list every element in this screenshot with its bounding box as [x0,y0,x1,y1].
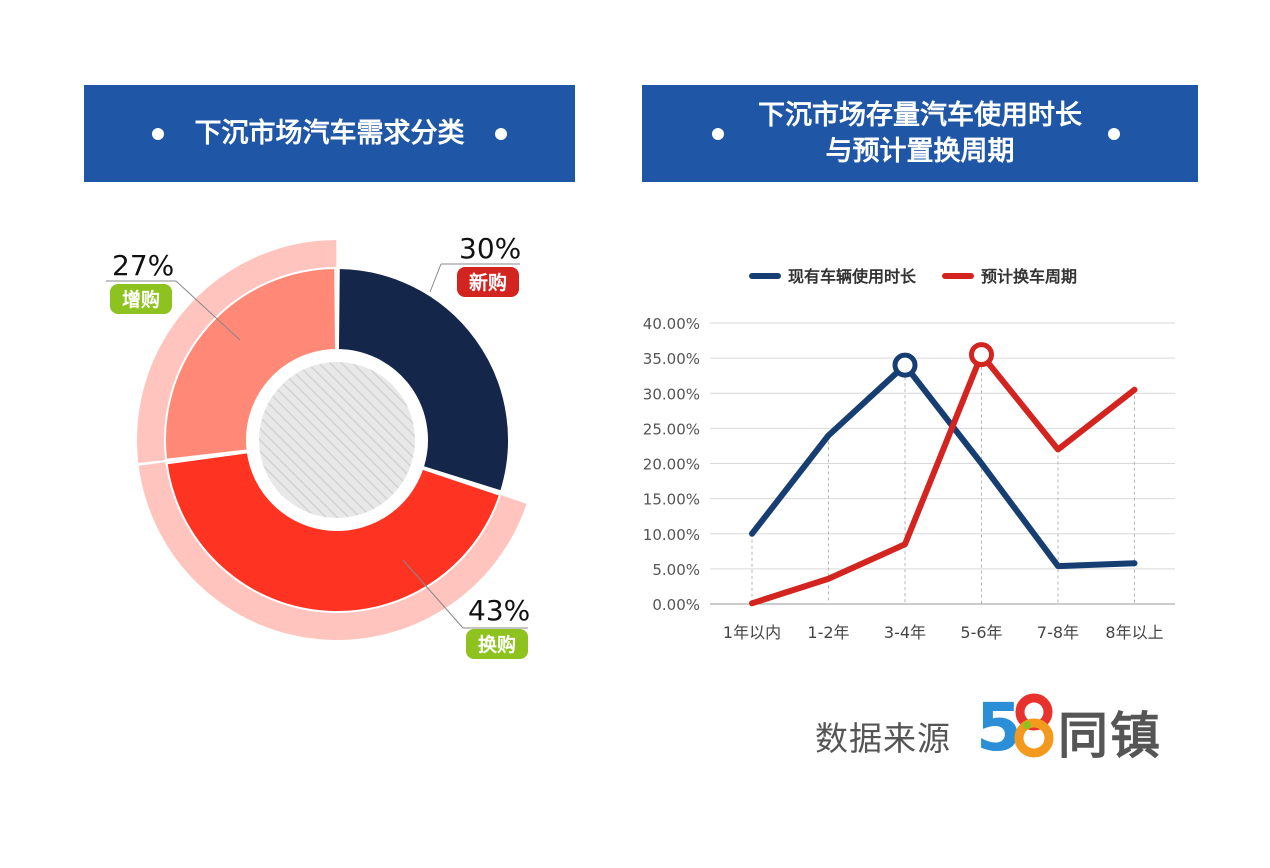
x-tick-label: 1年以内 [723,623,781,642]
right-panel-title: 下沉市场存量汽车使用时长 与预计置换周期 [758,98,1082,170]
data-point [1133,388,1136,391]
slice-badge-label: 增购 [122,288,160,311]
left-title-banner: 下沉市场汽车需求分类 [84,85,575,182]
slice-badge [466,629,528,659]
slice-badge [110,284,172,314]
y-tick-label: 15.00% [643,491,700,509]
bullet-dot [152,127,164,140]
slice-badge-label: 新购 [469,271,507,294]
bullet-dot [495,127,507,140]
slice-percent-label: 30% [459,232,521,265]
data-point [751,532,753,535]
donut-slice-0 [336,266,510,493]
x-tick-label: 7-8年 [1037,623,1079,642]
leader-line-1 [402,559,464,629]
data-point [1133,562,1136,565]
data-point [751,602,753,605]
slice-badge [457,267,519,297]
slice-badge-label: 换购 [478,633,516,656]
x-tick-label: 3-4年 [884,623,926,642]
data-point [827,434,830,437]
data-point [827,577,830,580]
right-title-line2: 与预计置换周期 [825,135,1015,167]
x-tick-label: 1-2年 [807,623,849,642]
right-title-line1: 下沉市场存量汽车使用时长 [758,99,1082,131]
y-tick-label: 20.00% [643,456,700,474]
donut-slice-2 [164,266,338,461]
y-tick-label: 0.00% [652,596,700,614]
peak-marker [969,342,994,368]
y-tick-label: 10.00% [643,526,700,544]
58-logo-icon: 5 [976,690,1054,760]
svg-text:5: 5 [976,690,1022,760]
x-tick-label: 5-6年 [960,623,1002,642]
series-line-0 [749,362,1138,570]
donut-center-pattern [259,362,415,518]
right-title-banner: 下沉市场存量汽车使用时长 与预计置换周期 [642,85,1198,182]
bullet-dot [1108,127,1120,140]
slice-percent-label: 43% [468,594,530,627]
peak-marker [892,352,918,378]
logo-text: 同镇 [1058,707,1162,765]
data-point [904,543,906,546]
line-chart: 0.00% 5.00% 10.00% 15.00% 20.00% 25.00% 30.00%… [643,267,1175,642]
donut-slice-1 [165,451,502,613]
series-line-1 [749,351,1138,607]
bullet-dot [712,127,724,140]
data-point [1057,565,1059,568]
data-source-label: 数据来源 [815,719,951,758]
leader-line-0 [429,263,442,293]
legend-label: 预计换车周期 [981,267,1077,286]
y-tick-label: 5.00% [652,561,700,579]
data-point [1057,448,1059,451]
slice-percent-label: 27% [112,249,174,282]
donut-chart: 30% 新购 43% 换购 27% 增购 [106,232,530,659]
left-panel-title: 下沉市场汽车需求分类 [194,117,465,149]
legend-label: 现有车辆使用时长 [788,267,917,286]
y-tick-label: 30.00% [643,385,700,403]
leader-line-2 [175,280,241,341]
y-tick-label: 25.00% [643,420,700,438]
x-tick-label: 8年以上 [1105,623,1163,642]
y-tick-label: 35.00% [643,350,700,368]
data-point [980,462,983,465]
y-tick-label: 40.00% [643,315,700,333]
